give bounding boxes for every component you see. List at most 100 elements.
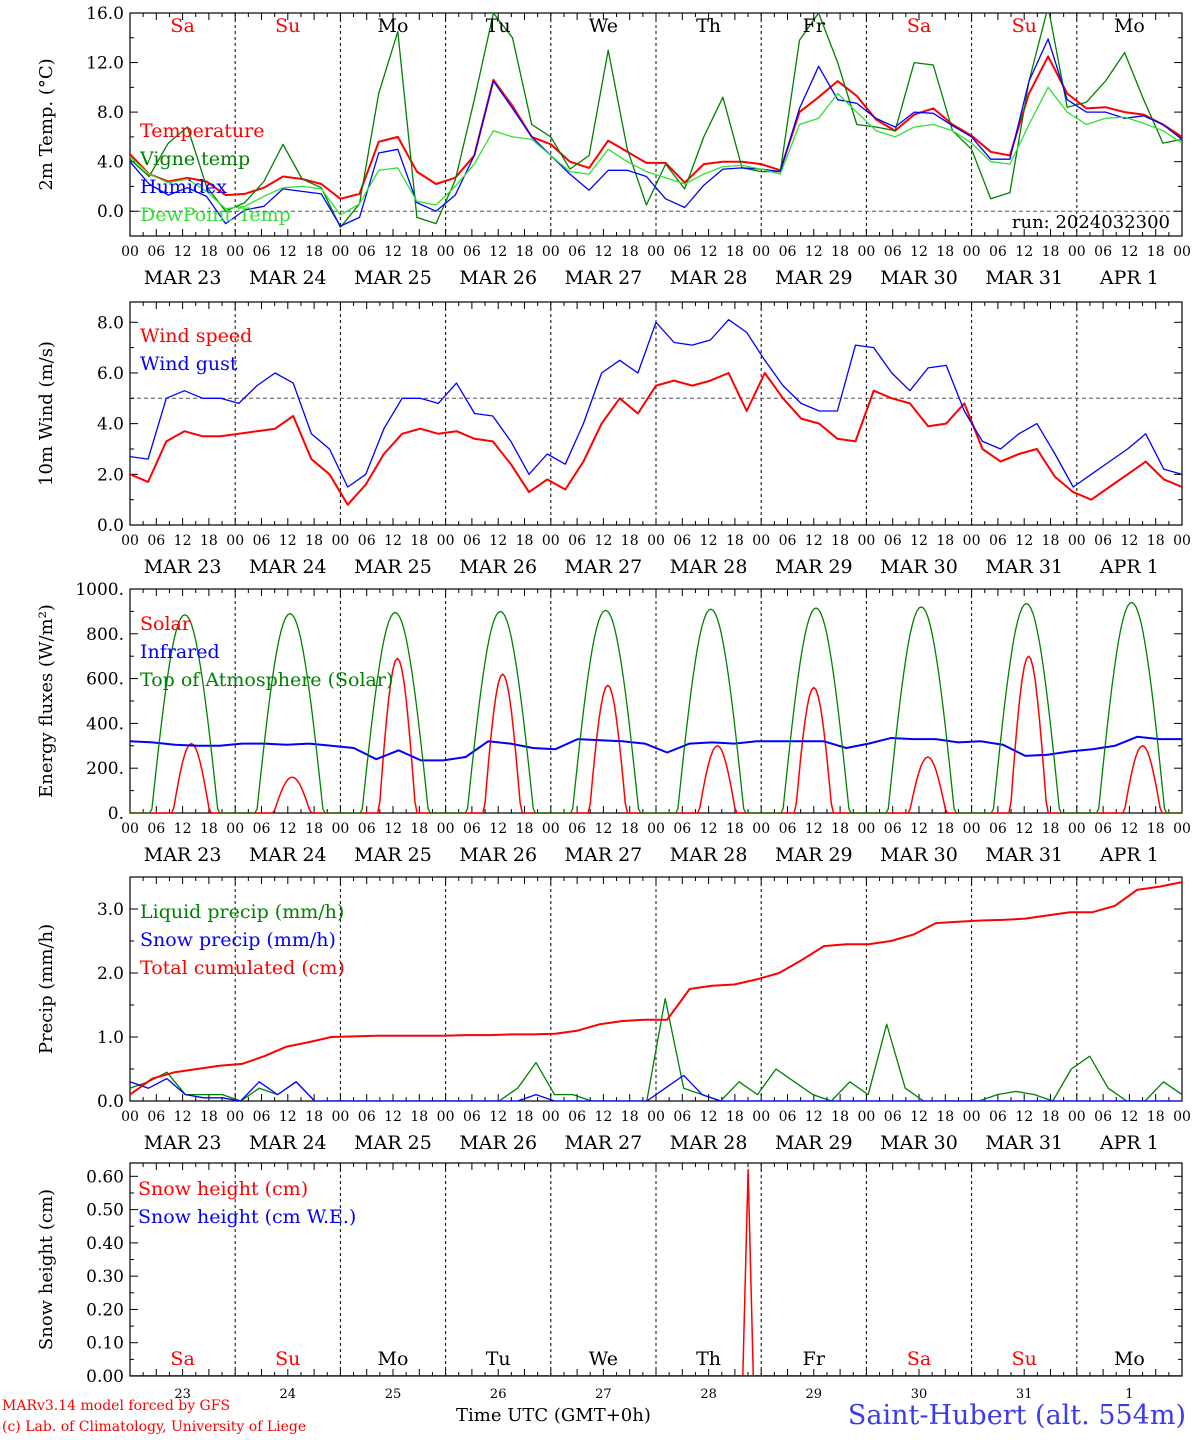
y-tick-label: 1000. [75, 580, 124, 600]
y-tick-label: 800. [86, 625, 124, 645]
x-hour-label: 12 [174, 533, 192, 549]
x-hour-label: 06 [568, 533, 586, 549]
x-hour-label: 12 [279, 1109, 297, 1125]
x-hour-label: 18 [516, 821, 534, 837]
series-line-humidex [130, 38, 1182, 227]
legend-entry: Wind gust [140, 353, 238, 375]
x-hour-label: 06 [568, 244, 586, 260]
x-hour-label: 18 [410, 244, 428, 260]
x-date-label: MAR 31 [985, 267, 1063, 289]
y-tick-label: 400. [86, 714, 124, 734]
x-hour-label: 12 [384, 1109, 402, 1125]
x-date-label: MAR 29 [775, 267, 853, 289]
x-hour-label: 06 [1094, 821, 1112, 837]
x-hour-label: 06 [779, 533, 797, 549]
series-group [130, 601, 1182, 813]
x-hour-label: 06 [779, 1109, 797, 1125]
day-name: Su [275, 1348, 300, 1370]
x-hour-label: 00 [647, 821, 665, 837]
x-day-number: 28 [700, 1387, 717, 1402]
x-date-label: MAR 30 [880, 556, 958, 578]
day-name: Su [1012, 1348, 1037, 1370]
x-hour-label: 06 [1094, 244, 1112, 260]
x-hour-label: 00 [1173, 821, 1191, 837]
legend-entry: Temperature [140, 120, 264, 142]
y-tick-label: 0.0 [97, 516, 124, 536]
x-hour-label: 06 [463, 244, 481, 260]
x-hour-label: 00 [752, 244, 770, 260]
x-day-number: 25 [385, 1387, 402, 1402]
x-hour-label: 12 [700, 821, 718, 837]
y-axis-label: 10m Wind (m/s) [36, 341, 57, 486]
x-hour-label: 00 [1173, 1109, 1191, 1125]
panel-1: 0.0 4.0 8.0 12.0 16.0 2m Temp. (°C) Temperatur… [36, 4, 1191, 289]
x-day-number: 26 [490, 1387, 507, 1402]
x-hour-label: 06 [463, 533, 481, 549]
x-hour-label: 18 [1147, 1109, 1165, 1125]
day-name: Su [1012, 15, 1037, 37]
x-date-label: APR 1 [1099, 556, 1159, 578]
x-hour-label: 18 [1042, 1109, 1060, 1125]
day-name: Sa [907, 1348, 931, 1370]
y-tick-label: 0.50 [86, 1201, 124, 1221]
x-hour-label: 18 [1147, 533, 1165, 549]
x-hour-label: 06 [253, 821, 271, 837]
x-hour-label: 12 [594, 533, 612, 549]
x-hour-label: 18 [831, 533, 849, 549]
x-date-label: MAR 29 [775, 556, 853, 578]
y-axis-label: Precip (mm/h) [36, 924, 57, 1054]
y-tick-label: 0.00 [86, 1367, 124, 1387]
day-name: Mo [1114, 15, 1145, 37]
panel-4: 0.0 1.0 2.0 3.0 Precip (mm/h) Liquid precip (… [36, 876, 1191, 1154]
x-hour-label: 12 [489, 821, 507, 837]
x-hour-label: 00 [226, 533, 244, 549]
x-hour-label: 18 [831, 821, 849, 837]
y-tick-label: 8.0 [97, 313, 124, 333]
x-date-label: MAR 24 [249, 556, 327, 578]
x-hour-label: 06 [989, 1109, 1007, 1125]
x-date-label: MAR 23 [144, 844, 222, 866]
x-hour-label: 18 [936, 821, 954, 837]
legend-entry: Humidex [140, 176, 227, 198]
x-date-label: MAR 28 [670, 844, 748, 866]
series-group [130, 13, 1182, 228]
x-hour-label: 12 [910, 533, 928, 549]
x-hour-label: 12 [1120, 1109, 1138, 1125]
y-tick-label: 16.0 [86, 4, 124, 24]
x-day-number: 23 [174, 1387, 191, 1402]
x-hour-label: 00 [857, 1109, 875, 1125]
x-hour-label: 18 [621, 1109, 639, 1125]
x-date-label: MAR 24 [249, 1132, 327, 1154]
x-hour-label: 18 [305, 244, 323, 260]
x-hour-label: 06 [1094, 1109, 1112, 1125]
y-tick-label: 0.0 [97, 202, 124, 222]
footer-axis-label: Time UTC (GMT+0h) [456, 1405, 651, 1426]
x-hour-label: 06 [673, 1109, 691, 1125]
x-date-label: MAR 29 [775, 844, 853, 866]
x-hour-label: 12 [1015, 244, 1033, 260]
x-hour-label: 18 [1147, 821, 1165, 837]
x-date-label: MAR 25 [354, 556, 432, 578]
x-hour-label: 06 [358, 533, 376, 549]
x-hour-label: 18 [516, 533, 534, 549]
x-hour-label: 18 [726, 821, 744, 837]
panel-5: 0.00 0.10 0.20 0.30 0.40 0.50 0.60 Snow height … [36, 1162, 1183, 1402]
y-tick-label: 200. [86, 759, 124, 779]
series-line-wind-speed [130, 372, 1182, 506]
x-hour-label: 06 [358, 821, 376, 837]
x-hour-label: 12 [489, 244, 507, 260]
footer-model-credit: MARv3.14 model forced by GFS [2, 1398, 231, 1414]
x-hour-label: 00 [647, 533, 665, 549]
x-date-label: MAR 24 [249, 267, 327, 289]
x-hour-label: 00 [963, 821, 981, 837]
x-hour-label: 06 [147, 244, 165, 260]
x-date-label: MAR 30 [880, 267, 958, 289]
x-hour-label: 12 [1015, 1109, 1033, 1125]
x-hour-label: 00 [226, 821, 244, 837]
x-hour-label: 18 [936, 244, 954, 260]
x-hour-label: 00 [963, 244, 981, 260]
x-hour-label: 06 [253, 244, 271, 260]
x-hour-label: 00 [752, 1109, 770, 1125]
x-hour-label: 00 [121, 244, 139, 260]
